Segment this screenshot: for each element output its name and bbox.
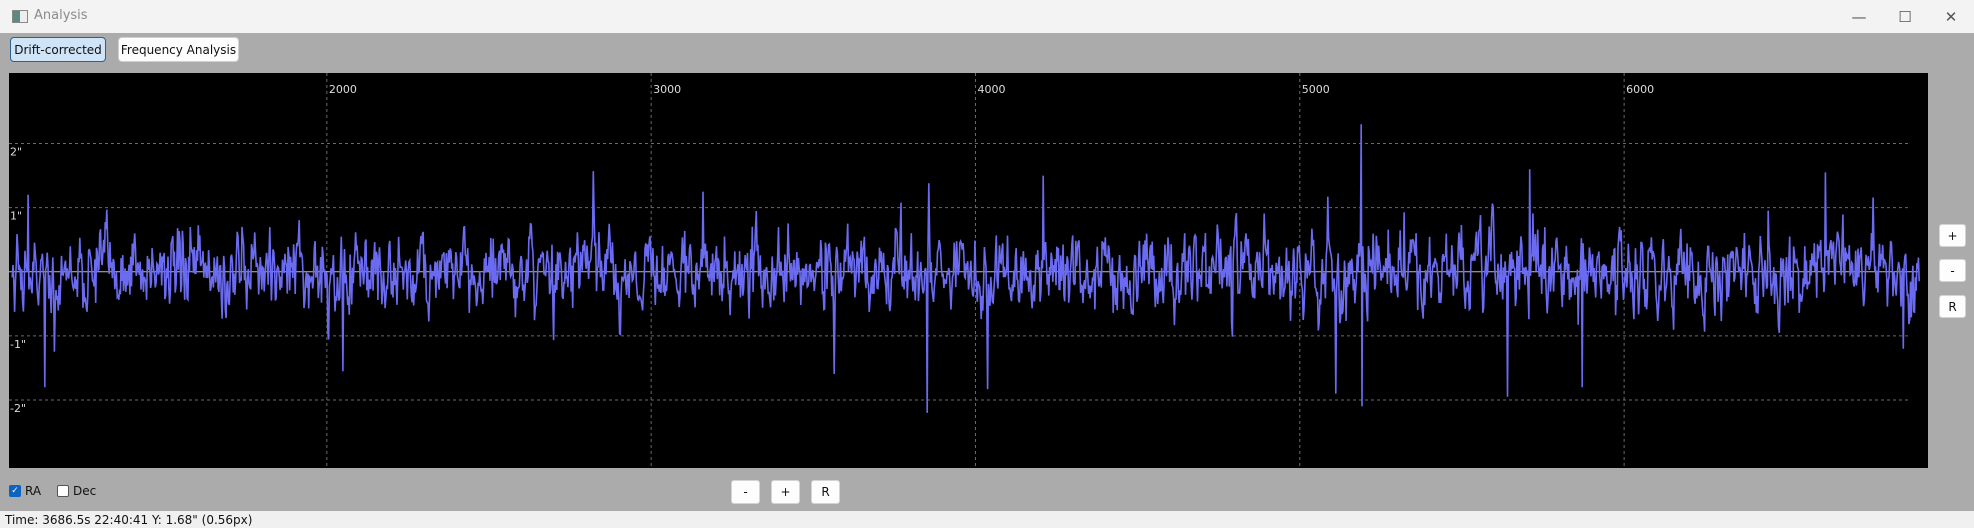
y-reset-button[interactable]: R bbox=[1939, 295, 1966, 318]
minimize-button[interactable]: — bbox=[1836, 0, 1882, 33]
ra-series-line bbox=[11, 124, 1920, 413]
drift-plot[interactable]: 2000 3000 4000 5000 6000 2" 1" -1" -2" bbox=[9, 73, 1928, 468]
tab-drift-corrected[interactable]: Drift-corrected bbox=[10, 37, 106, 62]
maximize-icon: ☐ bbox=[1898, 7, 1912, 26]
y-tick-label: -2" bbox=[10, 402, 26, 415]
dec-label: Dec bbox=[73, 484, 97, 498]
x-zoom-in-button[interactable]: + bbox=[771, 480, 800, 504]
y-zoom-out-button[interactable]: - bbox=[1939, 259, 1966, 282]
app-window-icon bbox=[12, 10, 28, 23]
status-bar: Time: 3686.5s 22:40:41 Y: 1.68" (0.56px) bbox=[0, 511, 1974, 528]
minimize-icon: — bbox=[1851, 7, 1867, 26]
x-tick-label: 5000 bbox=[1302, 83, 1330, 96]
ra-label: RA bbox=[25, 484, 42, 498]
y-zoom-in-button[interactable]: + bbox=[1939, 224, 1966, 247]
y-tick-label: 1" bbox=[10, 210, 22, 223]
x-tick-label: 4000 bbox=[977, 83, 1005, 96]
close-button[interactable]: ✕ bbox=[1928, 0, 1974, 33]
y-tick-label: -1" bbox=[10, 338, 26, 351]
x-zoom-out-button[interactable]: - bbox=[731, 480, 760, 504]
close-icon: ✕ bbox=[1944, 7, 1958, 26]
dec-checkbox[interactable] bbox=[57, 485, 69, 497]
x-tick-label: 3000 bbox=[653, 83, 681, 96]
maximize-button[interactable]: ☐ bbox=[1882, 0, 1928, 33]
checkmark-icon: ✓ bbox=[11, 486, 19, 496]
x-tick-label: 2000 bbox=[329, 83, 357, 96]
title-bar: Analysis — ☐ ✕ bbox=[0, 0, 1974, 33]
y-tick-label: 2" bbox=[10, 146, 22, 159]
cursor-readout: Time: 3686.5s 22:40:41 Y: 1.68" (0.56px) bbox=[5, 513, 253, 527]
tab-frequency-analysis[interactable]: Frequency Analysis bbox=[118, 37, 239, 62]
window-title: Analysis bbox=[34, 8, 88, 23]
x-tick-label: 6000 bbox=[1626, 83, 1654, 96]
x-reset-button[interactable]: R bbox=[811, 480, 840, 504]
ra-checkbox[interactable]: ✓ bbox=[9, 485, 21, 497]
